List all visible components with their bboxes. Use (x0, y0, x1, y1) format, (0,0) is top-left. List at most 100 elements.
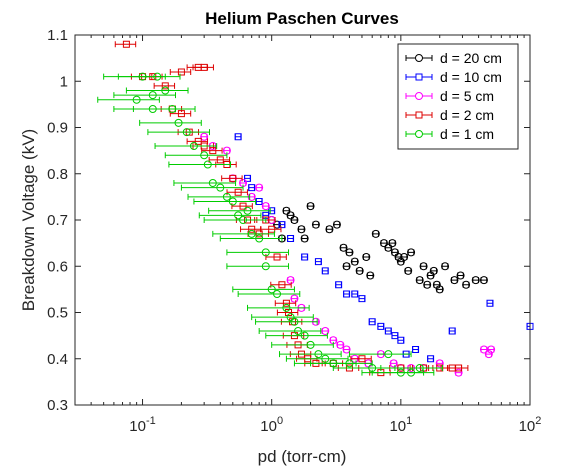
data-point (286, 276, 295, 285)
x-tick-label-exponent: -1 (146, 415, 156, 427)
data-point (419, 262, 428, 271)
data-point (290, 317, 299, 326)
x-tick-label: 10-1 (129, 415, 155, 435)
data-layer (97, 40, 534, 377)
data-point (282, 303, 291, 312)
data-point (286, 313, 295, 322)
data-point (400, 253, 409, 261)
y-tick-label: 0.3 (47, 397, 68, 414)
data-point (290, 294, 299, 303)
data-point (282, 299, 290, 307)
data-point (407, 248, 416, 257)
data-point (379, 239, 388, 248)
data-point (350, 257, 359, 266)
data-point (471, 276, 480, 285)
data-point (311, 220, 320, 229)
data-point (300, 234, 309, 243)
data-point (441, 262, 450, 271)
data-point (321, 354, 330, 363)
legend-marker (415, 130, 423, 138)
data-point (174, 118, 183, 127)
data-point (161, 86, 170, 95)
data-point (239, 216, 248, 224)
data-point (427, 355, 435, 363)
data-point (389, 359, 398, 368)
data-point (342, 345, 351, 354)
data-point (189, 142, 198, 150)
data-point (351, 290, 359, 298)
data-point (132, 95, 141, 104)
legend-entry: d = 10 cm (405, 69, 502, 85)
data-point (234, 188, 242, 196)
legend: d = 20 cm d = 10 cm d = 5 cm d = 2 cm d = 1 … (397, 43, 519, 150)
y-axis-title: Breakdown Voltage (kV) (19, 129, 38, 311)
x-tick-label-exponent: 2 (535, 415, 541, 427)
data-point (200, 151, 209, 160)
x-tick-label-base: 10 (519, 418, 536, 435)
data-point (148, 91, 157, 100)
y-tick-label: 1 (60, 73, 68, 90)
data-point (462, 280, 471, 289)
data-point (429, 266, 438, 275)
data-point (182, 128, 191, 137)
data-point (366, 271, 375, 280)
data-point (216, 156, 224, 164)
data-point (273, 253, 281, 261)
data-point (177, 110, 185, 118)
data-point (200, 63, 208, 71)
x-tick-label-base: 10 (389, 418, 406, 435)
data-point (412, 346, 420, 353)
x-tick-label-exponent: 1 (406, 415, 412, 427)
data-point (278, 281, 286, 289)
data-point (435, 359, 444, 368)
data-point (321, 327, 330, 335)
data-point (122, 40, 130, 48)
series-d-1-cm (97, 72, 443, 377)
data-point (239, 202, 247, 210)
data-point (306, 202, 315, 211)
data-point (407, 368, 416, 377)
series-d-10-cm (234, 133, 534, 363)
data-point (314, 258, 322, 266)
data-point (345, 248, 354, 257)
data-point (314, 350, 323, 359)
y-tick-label: 0.9 (47, 120, 68, 137)
data-point (484, 350, 493, 359)
data-point (362, 253, 371, 261)
legend-label: d = 5 cm (440, 88, 494, 104)
data-point (255, 183, 264, 192)
data-point (216, 183, 225, 192)
x-tick-label-base: 10 (260, 418, 277, 435)
data-point (377, 322, 385, 330)
data-point (200, 132, 209, 141)
legend-label: d = 1 cm (440, 126, 494, 142)
data-point (306, 340, 315, 349)
data-point (234, 133, 242, 141)
data-point (255, 198, 263, 205)
data-point (368, 318, 376, 326)
legend-marker (415, 73, 423, 81)
data-point (423, 280, 432, 289)
y-tick-label: 0.8 (47, 166, 68, 183)
data-point (161, 82, 169, 90)
data-point (404, 266, 413, 275)
legend-label: d = 2 cm (440, 107, 494, 123)
y-tick-label: 0.6 (47, 258, 68, 275)
x-tick-label: 100 (260, 415, 283, 435)
data-point (268, 225, 276, 233)
legend-label: d = 20 cm (440, 50, 502, 66)
data-point (194, 137, 202, 145)
data-point (222, 192, 231, 201)
data-point (415, 276, 424, 285)
x-tick-label: 101 (389, 415, 412, 435)
y-tick-label: 1.1 (47, 27, 68, 44)
data-point (294, 327, 303, 335)
data-point (248, 184, 256, 192)
data-point (358, 295, 366, 303)
data-point (267, 285, 276, 294)
data-point (336, 340, 345, 349)
data-point (384, 350, 393, 359)
data-point (345, 359, 354, 368)
